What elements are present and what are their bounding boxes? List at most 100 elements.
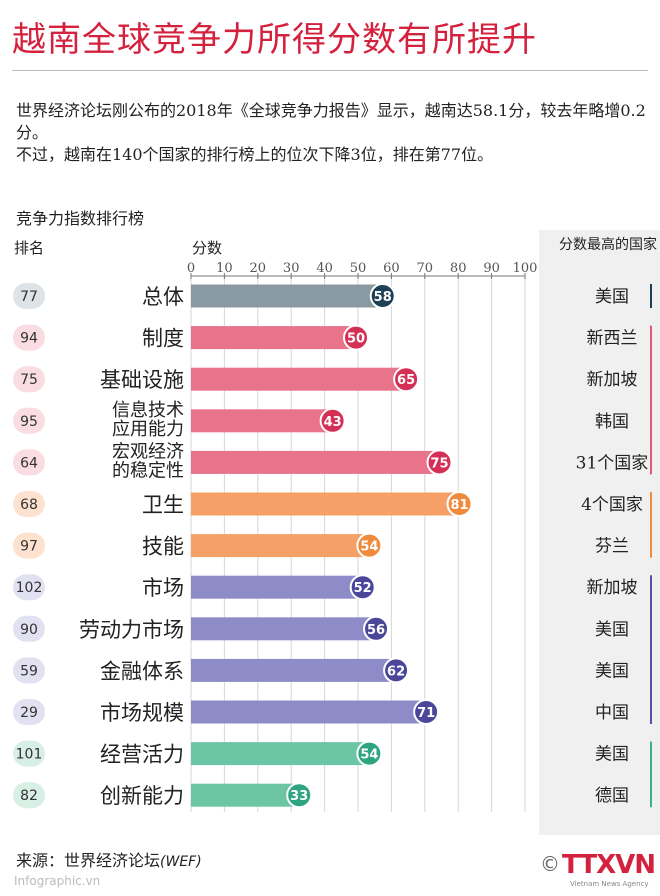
value-label: 56 bbox=[367, 623, 385, 638]
title-divider bbox=[12, 70, 648, 71]
tick-label-30: 30 bbox=[283, 261, 300, 276]
rank-badge bbox=[13, 407, 45, 434]
value-label: 33 bbox=[290, 789, 308, 804]
bar bbox=[191, 783, 302, 807]
rank-value: 77 bbox=[20, 289, 38, 305]
rank-value: 75 bbox=[20, 372, 38, 388]
value-label: 62 bbox=[387, 664, 405, 679]
top-country-label: 4个国家 bbox=[581, 495, 643, 515]
top-country-label: 美国 bbox=[595, 745, 629, 765]
rank-badge bbox=[13, 532, 45, 559]
rank-badge bbox=[13, 657, 45, 684]
tick-label-100: 100 bbox=[513, 261, 538, 276]
intro-line-2: 不过，越南在140个国家的排行榜上的位次下降3位，排在第77位。 bbox=[16, 145, 494, 164]
bar bbox=[191, 492, 462, 516]
rank-badge bbox=[13, 324, 45, 351]
top-country-label: 新西兰 bbox=[587, 329, 638, 349]
value-circle bbox=[349, 574, 376, 601]
ttxvn-logo: © TTXVN Vietnam News Agency bbox=[540, 850, 658, 892]
rank-badge bbox=[13, 699, 45, 725]
top-country-label: 31个国家 bbox=[576, 453, 649, 473]
value-label: 43 bbox=[324, 415, 342, 430]
source-prefix: 来源：世界经济论坛 bbox=[16, 851, 161, 870]
category-label-line: 应用能力 bbox=[112, 419, 184, 440]
page-title: 越南全球竞争力所得分数有所提升 bbox=[12, 20, 537, 60]
bar bbox=[191, 575, 365, 599]
bar bbox=[191, 700, 429, 724]
category-label: 卫生 bbox=[142, 493, 184, 517]
category-label: 市场规模 bbox=[100, 701, 184, 725]
value-circle bbox=[343, 324, 369, 351]
logo-name: TTXVN bbox=[562, 850, 656, 880]
category-label: 制度 bbox=[142, 327, 184, 351]
value-circle bbox=[426, 449, 453, 476]
rank-value: 29 bbox=[20, 705, 38, 721]
rank-badge bbox=[13, 782, 45, 809]
score-column-header: 分数 bbox=[192, 239, 223, 257]
top-country-label: 芬兰 bbox=[595, 537, 629, 557]
rank-value: 95 bbox=[20, 414, 38, 430]
top-country-label: 中国 bbox=[595, 703, 629, 723]
value-circle bbox=[393, 366, 420, 393]
rank-column-header: 排名 bbox=[14, 239, 45, 257]
top-country-label: 德国 bbox=[595, 786, 629, 806]
top-country-label: 韩国 bbox=[595, 412, 629, 432]
logo-subtitle: Vietnam News Agency bbox=[570, 880, 649, 888]
category-label: 技能 bbox=[142, 535, 184, 559]
intro-text: 世界经济论坛刚公布的2018年《全球竞争力报告》显示，越南达58.1分，较去年略… bbox=[16, 100, 648, 166]
source-note: 来源：世界经济论坛(WEF) bbox=[16, 847, 202, 871]
rank-badge bbox=[13, 574, 45, 601]
rank-badge bbox=[13, 449, 45, 476]
bar bbox=[191, 284, 385, 308]
value-label: 81 bbox=[450, 498, 468, 513]
rank-value: 68 bbox=[20, 497, 38, 513]
rank-badge bbox=[13, 615, 45, 642]
category-label: 创新能力 bbox=[100, 784, 184, 808]
tick-label-40: 40 bbox=[316, 261, 333, 276]
value-circle bbox=[363, 615, 390, 642]
source-org: (WEF) bbox=[160, 854, 202, 870]
category-label: 信息技术应用能力 bbox=[112, 400, 184, 440]
top-country-label: 新加坡 bbox=[587, 370, 638, 390]
bar bbox=[191, 409, 335, 433]
copyright-icon: © bbox=[540, 852, 560, 876]
value-label: 58 bbox=[374, 290, 392, 305]
top-country-label: 美国 bbox=[595, 287, 629, 307]
intro-line-1: 世界经济论坛刚公布的2018年《全球竞争力报告》显示，越南达58.1分，较去年略… bbox=[16, 101, 646, 142]
rank-value: 59 bbox=[20, 663, 38, 679]
value-circle bbox=[369, 283, 396, 309]
rank-badge bbox=[13, 491, 45, 517]
value-label: 54 bbox=[360, 748, 378, 763]
top-country-column-header: 分数最高的国家 bbox=[559, 237, 657, 253]
bar bbox=[191, 658, 399, 682]
category-label-line: 的稳定性 bbox=[112, 460, 184, 481]
category-label: 市场 bbox=[142, 576, 184, 600]
category-label-line: 信息技术 bbox=[112, 400, 184, 421]
bar bbox=[191, 450, 442, 474]
rank-value: 90 bbox=[20, 622, 38, 638]
top-country-label: 美国 bbox=[595, 661, 629, 681]
value-circle bbox=[356, 532, 383, 559]
tick-label-70: 70 bbox=[417, 261, 434, 276]
value-label: 50 bbox=[347, 332, 365, 347]
category-label: 经营活力 bbox=[100, 743, 184, 767]
category-label: 基础设施 bbox=[100, 368, 184, 392]
tick-label-20: 20 bbox=[250, 261, 267, 276]
bar bbox=[191, 326, 358, 350]
tick-label-80: 80 bbox=[450, 261, 467, 276]
value-label: 65 bbox=[397, 373, 415, 388]
category-label-line: 宏观经济 bbox=[112, 441, 184, 462]
category-label: 金融体系 bbox=[100, 659, 184, 683]
category-label: 劳动力市场 bbox=[79, 618, 184, 642]
rank-value: 97 bbox=[20, 539, 38, 555]
tick-label-90: 90 bbox=[483, 261, 500, 276]
category-label: 总体 bbox=[142, 285, 184, 309]
rank-value: 101 bbox=[16, 747, 43, 763]
category-label: 宏观经济的稳定性 bbox=[112, 441, 184, 481]
bar bbox=[191, 742, 372, 766]
value-circle bbox=[413, 699, 440, 725]
value-circle bbox=[286, 782, 313, 809]
rank-badge bbox=[13, 740, 45, 767]
bar bbox=[191, 367, 409, 391]
